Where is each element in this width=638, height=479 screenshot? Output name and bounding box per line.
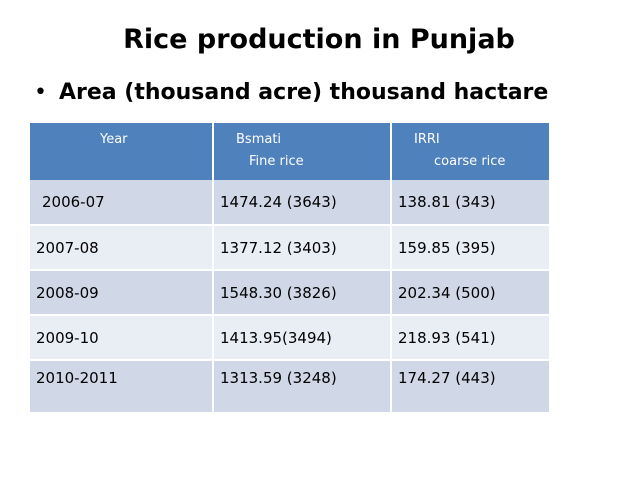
table-header-row: Year Bsmati Fine rice IRRI coarse rice bbox=[30, 123, 549, 180]
cell-basmati: 1548.30 (3826) bbox=[212, 270, 391, 316]
table-row: 2007-08 1377.12 (3403) 159.85 (395) bbox=[30, 225, 549, 271]
cell-irri: 202.34 (500) bbox=[390, 270, 549, 316]
bullet-item: • Area (thousand acre) thousand hactare bbox=[34, 78, 548, 108]
table-row: 2006-07 1474.24 (3643) 138.81 (343) bbox=[30, 180, 549, 226]
cell-irri: 174.27 (443) bbox=[390, 360, 549, 412]
table-row: 2010-2011 1313.59 (3248) 174.27 (443) bbox=[30, 360, 549, 412]
cell-year: 2007-08 bbox=[30, 225, 213, 271]
cell-irri: 218.93 (541) bbox=[390, 315, 549, 361]
rice-production-table: Year Bsmati Fine rice IRRI coarse rice 2… bbox=[30, 123, 549, 412]
cell-basmati: 1474.24 (3643) bbox=[212, 180, 391, 226]
slide-title: Rice production in Punjab bbox=[123, 24, 515, 55]
cell-year: 2010-2011 bbox=[36, 369, 118, 387]
cell-basmati: 1313.59 (3248) bbox=[212, 360, 391, 412]
cell-year: 2008-09 bbox=[30, 270, 213, 316]
cell-basmati: 1413.95(3494) bbox=[212, 315, 391, 361]
header-irri: IRRI coarse rice bbox=[390, 123, 549, 180]
header-year: Year bbox=[100, 132, 128, 147]
bullet-icon: • bbox=[34, 80, 47, 105]
table-row: 2008-09 1548.30 (3826) 202.34 (500) bbox=[30, 270, 549, 316]
cell-year: 2006-07 bbox=[30, 180, 213, 226]
header-basmati: Bsmati Fine rice bbox=[212, 123, 391, 180]
cell-basmati: 1377.12 (3403) bbox=[212, 225, 391, 271]
cell-irri: 138.81 (343) bbox=[390, 180, 549, 226]
cell-irri: 159.85 (395) bbox=[390, 225, 549, 271]
bullet-text: Area (thousand acre) thousand hactare bbox=[58, 80, 549, 105]
cell-year: 2009-10 bbox=[30, 315, 213, 361]
table-row: 2009-10 1413.95(3494) 218.93 (541) bbox=[30, 315, 549, 361]
